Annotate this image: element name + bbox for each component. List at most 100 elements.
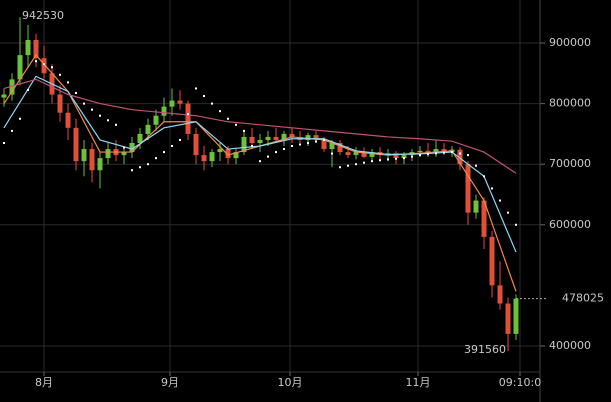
candle-body xyxy=(225,149,231,159)
sar-dot xyxy=(403,157,405,160)
candle-body xyxy=(217,149,223,153)
candle-body xyxy=(401,155,407,159)
sar-dot-fill xyxy=(443,151,445,154)
sar-dot-fill xyxy=(171,145,173,148)
sar-dot xyxy=(67,81,69,84)
sar-dot-fill xyxy=(251,145,253,148)
candle-body xyxy=(417,150,423,153)
moving-average-line xyxy=(3,75,517,253)
candle-body xyxy=(241,136,247,153)
sar-dot-fill xyxy=(347,164,349,167)
sar-dot xyxy=(51,66,53,69)
candle-body xyxy=(121,152,127,156)
sar-dot-fill xyxy=(43,63,45,66)
sar-dot xyxy=(83,102,85,105)
candle-body xyxy=(393,153,399,159)
sar-dot-fill xyxy=(299,143,301,146)
candle-body xyxy=(337,142,343,153)
sar-dot xyxy=(355,163,357,166)
sar-dot xyxy=(195,87,197,90)
sar-dot xyxy=(275,151,277,154)
candle-body xyxy=(441,149,447,153)
candle-body xyxy=(345,152,351,156)
last-price-label: 478025 xyxy=(562,292,604,305)
sar-dot xyxy=(499,199,501,202)
sar-dot-fill xyxy=(379,159,381,162)
candle-body xyxy=(249,136,255,143)
sar-dot xyxy=(483,175,485,178)
sar-dot xyxy=(371,160,373,163)
sar-dot-fill xyxy=(459,152,461,155)
candle-body xyxy=(321,139,327,150)
candle-body xyxy=(161,106,167,116)
max-label: 942530 xyxy=(22,9,64,22)
sar-dot-fill xyxy=(59,73,61,76)
sar-dot-fill xyxy=(267,155,269,158)
candle-body xyxy=(497,285,503,304)
candle-body xyxy=(305,135,311,140)
x-tick-label: 11月 xyxy=(406,376,431,389)
sar-dot-fill xyxy=(187,113,189,116)
candle-body xyxy=(489,236,495,286)
sar-dot-fill xyxy=(75,92,77,94)
candle-body xyxy=(169,100,175,107)
candle-body xyxy=(353,152,359,156)
sar-dot xyxy=(35,60,37,63)
sar-dot xyxy=(163,151,165,154)
x-tick-label: 8月 xyxy=(35,376,53,389)
candle-body xyxy=(369,152,375,157)
sar-dot xyxy=(179,138,181,141)
sar-dot-fill xyxy=(315,140,317,143)
candle-body xyxy=(153,115,159,125)
sar-dot xyxy=(243,129,245,132)
sar-dot xyxy=(131,169,133,172)
candle-body xyxy=(201,155,207,162)
candle-body xyxy=(233,152,239,159)
candle-body xyxy=(9,79,15,95)
sar-dot xyxy=(419,154,421,157)
candle-body xyxy=(281,133,287,140)
candle-body xyxy=(41,58,47,74)
sar-dot-fill xyxy=(139,166,141,169)
candle-body xyxy=(465,164,471,213)
sar-dot-fill xyxy=(11,129,13,132)
sar-dot-fill xyxy=(395,157,397,160)
y-tick-label: 400000 xyxy=(549,339,591,352)
candle-body xyxy=(193,133,199,156)
y-tick-label: 800000 xyxy=(549,97,591,110)
candle-body xyxy=(73,127,79,162)
candle-body xyxy=(89,149,95,171)
candle-body xyxy=(273,136,279,140)
sar-dot xyxy=(3,141,5,144)
sar-dot-fill xyxy=(331,152,333,155)
candle-body xyxy=(105,149,111,159)
sar-dot-fill xyxy=(507,211,509,214)
candle-body xyxy=(137,133,143,143)
candle-body xyxy=(473,200,479,213)
candle-body xyxy=(257,139,263,143)
sar-dot-fill xyxy=(91,108,93,111)
sar-dot xyxy=(467,154,469,157)
candle-body xyxy=(57,94,63,113)
y-tick-label: 600000 xyxy=(549,218,591,231)
sar-dot-fill xyxy=(475,164,477,167)
sar-dot xyxy=(147,163,149,166)
min-label: 391560 xyxy=(464,343,506,356)
candle-body xyxy=(65,112,71,128)
sar-dot xyxy=(339,166,341,169)
candle-body xyxy=(25,39,31,56)
sar-dot-fill xyxy=(491,187,493,190)
candle-body xyxy=(481,200,487,237)
labels: 400000 600000 700000 800000 900000 8月 9月 10月 11月… xyxy=(22,9,604,389)
candle-body xyxy=(1,94,7,98)
sar-dot-fill xyxy=(283,148,285,151)
candle-body xyxy=(185,103,191,134)
candle-body xyxy=(329,142,335,150)
candle-body xyxy=(209,152,215,162)
sar-dot-fill xyxy=(219,110,221,113)
sar-dot xyxy=(99,114,101,117)
sar-dot xyxy=(515,223,517,226)
sar-dot xyxy=(19,117,21,120)
candle-body xyxy=(433,149,439,154)
